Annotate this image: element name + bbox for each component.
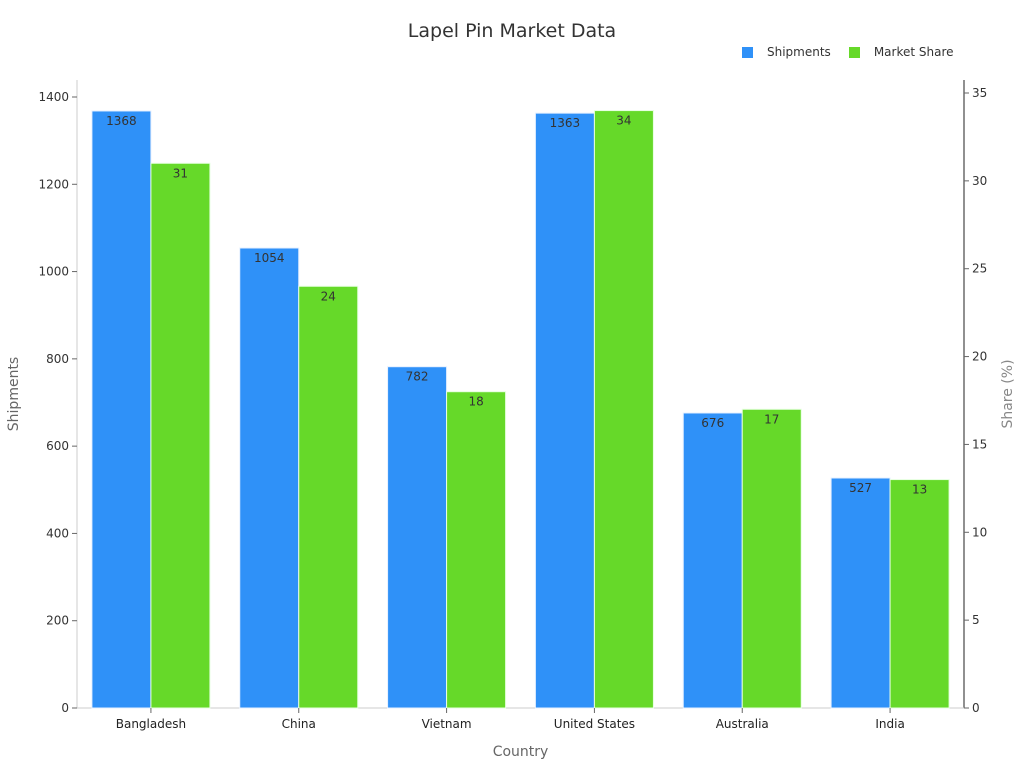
bar-shipments[interactable] <box>387 366 448 709</box>
y-tick-label: 1200 <box>38 177 69 191</box>
y2-axis-title: Share (%) <box>1000 359 1016 428</box>
y2-tick-label: 25 <box>972 262 987 276</box>
bar-value-label: 1368 <box>106 114 137 128</box>
legend-item-shipments[interactable]: Shipments <box>742 45 831 59</box>
bar-market-share[interactable] <box>446 391 507 709</box>
bar-value-label: 31 <box>173 166 188 180</box>
legend-item-market-share[interactable]: Market Share <box>848 45 954 59</box>
bar-shipments[interactable] <box>239 247 300 709</box>
bar-market-share[interactable] <box>298 285 359 709</box>
x-tick-label: Bangladesh <box>116 717 186 731</box>
bar-value-label: 676 <box>701 416 724 430</box>
y2-tick-label: 30 <box>972 174 987 188</box>
bar-value-label: 1054 <box>254 251 285 265</box>
bar-market-share[interactable] <box>741 408 802 709</box>
legend-label: Shipments <box>767 45 831 59</box>
bar-market-share[interactable] <box>150 162 211 709</box>
y-tick-label: 1000 <box>38 265 69 279</box>
y-tick-label: 600 <box>46 439 69 453</box>
y2-tick-label: 35 <box>972 86 987 100</box>
bar-shipments[interactable] <box>830 477 891 709</box>
y-axis-title: Shipments <box>6 357 22 431</box>
bar-value-label: 34 <box>616 114 631 128</box>
y2-tick-label: 5 <box>972 613 980 627</box>
x-tick-label: Vietnam <box>422 717 472 731</box>
y2-tick-label: 20 <box>972 350 987 364</box>
x-tick-label: India <box>875 717 904 731</box>
bar-shipments[interactable] <box>682 412 743 709</box>
y2-tick-label: 0 <box>972 701 980 715</box>
y-tick-label: 400 <box>46 526 69 540</box>
bar-value-label: 782 <box>406 370 429 384</box>
y-tick-label: 1400 <box>38 90 69 104</box>
x-tick-label: Australia <box>716 717 769 731</box>
x-axis-title: Country <box>493 744 549 760</box>
legend-swatch-market-share <box>848 46 860 58</box>
bar-shipments[interactable] <box>91 110 152 709</box>
x-tick-label: China <box>282 717 316 731</box>
y-tick-label: 200 <box>46 614 69 628</box>
x-tick-label: United States <box>554 717 635 731</box>
bar-market-share[interactable] <box>889 479 950 709</box>
bar-value-label: 18 <box>468 395 483 409</box>
legend-swatch-shipments <box>742 46 753 58</box>
bar-value-label: 1363 <box>550 116 581 130</box>
legend-label: Market Share <box>873 45 954 59</box>
legend: Shipments Market Share <box>742 45 972 59</box>
bar-value-label: 527 <box>849 481 872 495</box>
y-tick-label: 0 <box>61 701 69 715</box>
bar-shipments[interactable] <box>534 112 595 709</box>
bar-value-label: 13 <box>912 483 927 497</box>
y2-tick-label: 15 <box>972 437 987 451</box>
bar-value-label: 17 <box>764 412 779 426</box>
y2-tick-label: 10 <box>972 525 987 539</box>
bar-value-label: 24 <box>321 289 336 303</box>
bar-market-share[interactable] <box>593 110 654 709</box>
y-tick-label: 800 <box>46 352 69 366</box>
chart-title: Lapel Pin Market Data <box>407 20 617 42</box>
